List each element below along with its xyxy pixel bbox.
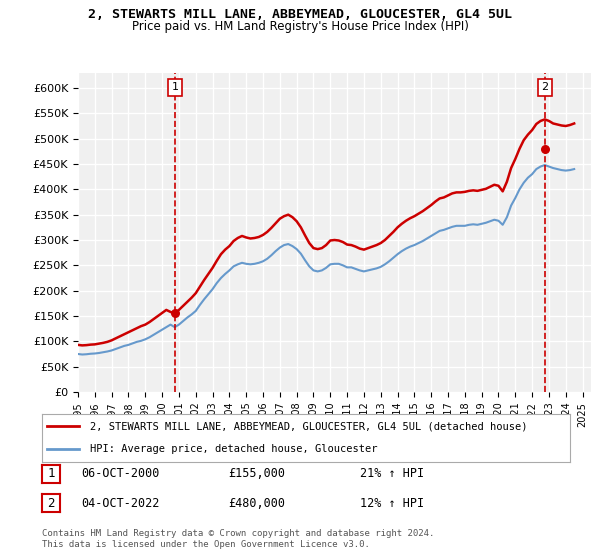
Text: 21% ↑ HPI: 21% ↑ HPI	[360, 467, 424, 480]
Text: £155,000: £155,000	[228, 467, 285, 480]
Text: 12% ↑ HPI: 12% ↑ HPI	[360, 497, 424, 510]
Text: 2, STEWARTS MILL LANE, ABBEYMEAD, GLOUCESTER, GL4 5UL (detached house): 2, STEWARTS MILL LANE, ABBEYMEAD, GLOUCE…	[89, 421, 527, 431]
Point	[170, 309, 179, 318]
Text: 1: 1	[172, 82, 178, 92]
Text: 2: 2	[47, 497, 55, 510]
Text: Price paid vs. HM Land Registry's House Price Index (HPI): Price paid vs. HM Land Registry's House …	[131, 20, 469, 32]
Text: Contains HM Land Registry data © Crown copyright and database right 2024.
This d: Contains HM Land Registry data © Crown c…	[42, 529, 434, 549]
Text: 2, STEWARTS MILL LANE, ABBEYMEAD, GLOUCESTER, GL4 5UL: 2, STEWARTS MILL LANE, ABBEYMEAD, GLOUCE…	[88, 8, 512, 21]
Text: £480,000: £480,000	[228, 497, 285, 510]
Text: 06-OCT-2000: 06-OCT-2000	[81, 467, 160, 480]
Text: 04-OCT-2022: 04-OCT-2022	[81, 497, 160, 510]
Point	[540, 144, 550, 153]
Text: HPI: Average price, detached house, Gloucester: HPI: Average price, detached house, Glou…	[89, 444, 377, 454]
Text: 1: 1	[47, 467, 55, 480]
Text: 2: 2	[541, 82, 548, 92]
